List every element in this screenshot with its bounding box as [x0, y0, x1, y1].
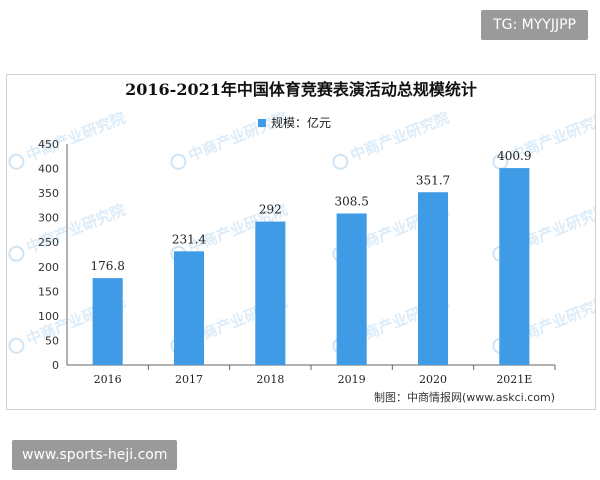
chart-legend: 规模：亿元	[258, 115, 331, 130]
x-tick-label: 2020	[419, 373, 447, 386]
x-tick-label: 2017	[175, 373, 203, 386]
legend-entry: 规模：亿元	[258, 115, 331, 130]
watermark-logo-icon	[332, 153, 349, 170]
bar-2016	[92, 278, 123, 365]
y-tick-label: 450	[38, 138, 59, 151]
watermark-logo-icon	[8, 153, 25, 170]
legend-label: 规模：亿元	[271, 115, 331, 130]
watermark-group: 中商产业研究院	[332, 109, 452, 170]
watermark-text: 中商产业研究院	[24, 109, 128, 165]
data-label-2020: 351.7	[416, 173, 450, 187]
watermark-logo-icon	[8, 245, 25, 262]
watermark-logo-icon	[8, 337, 25, 354]
data-label-2018: 292	[259, 203, 282, 217]
y-tick-label: 350	[38, 187, 59, 200]
x-tick-label: 2019	[338, 373, 366, 386]
y-tick-label: 250	[38, 236, 59, 249]
chart-frame: 中商产业研究院 中商产业研究院 中商产业研究院 中商产业研究院 中商产业研究院 中商产业研…	[6, 74, 596, 410]
watermark-text: 中商产业研究院	[348, 109, 452, 165]
y-tick-label: 50	[45, 334, 59, 347]
bar-2021E	[499, 168, 530, 365]
bar-2017	[174, 251, 204, 365]
chart-axes: 0 50 100 150 200 250 300 350 400 450 2016 2017 2018 2…	[38, 138, 556, 386]
y-tick-label: 100	[38, 310, 59, 323]
watermark-tag-top-right: TG: MYYJJPP	[481, 10, 588, 40]
chart-source-note: 制图：中商情报网(www.askci.com)	[374, 390, 555, 404]
y-tick-label: 400	[38, 163, 59, 176]
x-tick-label: 2016	[94, 373, 122, 386]
y-tick-label: 150	[38, 285, 59, 298]
chart-data-labels: 176.8 231.4 292 308.5 351.7 400.9	[90, 149, 531, 273]
bar-2019	[336, 213, 367, 365]
legend-swatch	[258, 119, 266, 127]
footer-site-tag: www.sports-heji.com	[12, 440, 178, 470]
x-tick-label: 2021E	[496, 373, 532, 386]
y-tick-label: 200	[38, 261, 59, 274]
bar-2018	[255, 221, 286, 365]
data-label-2019: 308.5	[334, 194, 368, 208]
data-label-2016: 176.8	[90, 259, 124, 273]
data-label-2021E: 400.9	[497, 149, 531, 163]
bar-2020	[418, 192, 448, 365]
watermark-logo-icon	[170, 153, 187, 170]
data-label-2017: 231.4	[172, 232, 207, 246]
chart-title: 2016-2021年中国体育竞赛表演活动总规模统计	[125, 80, 477, 99]
y-tick-label: 0	[52, 359, 59, 372]
y-tick-label: 300	[38, 212, 59, 225]
x-tick-label: 2018	[256, 373, 284, 386]
chart-bars	[92, 168, 530, 365]
